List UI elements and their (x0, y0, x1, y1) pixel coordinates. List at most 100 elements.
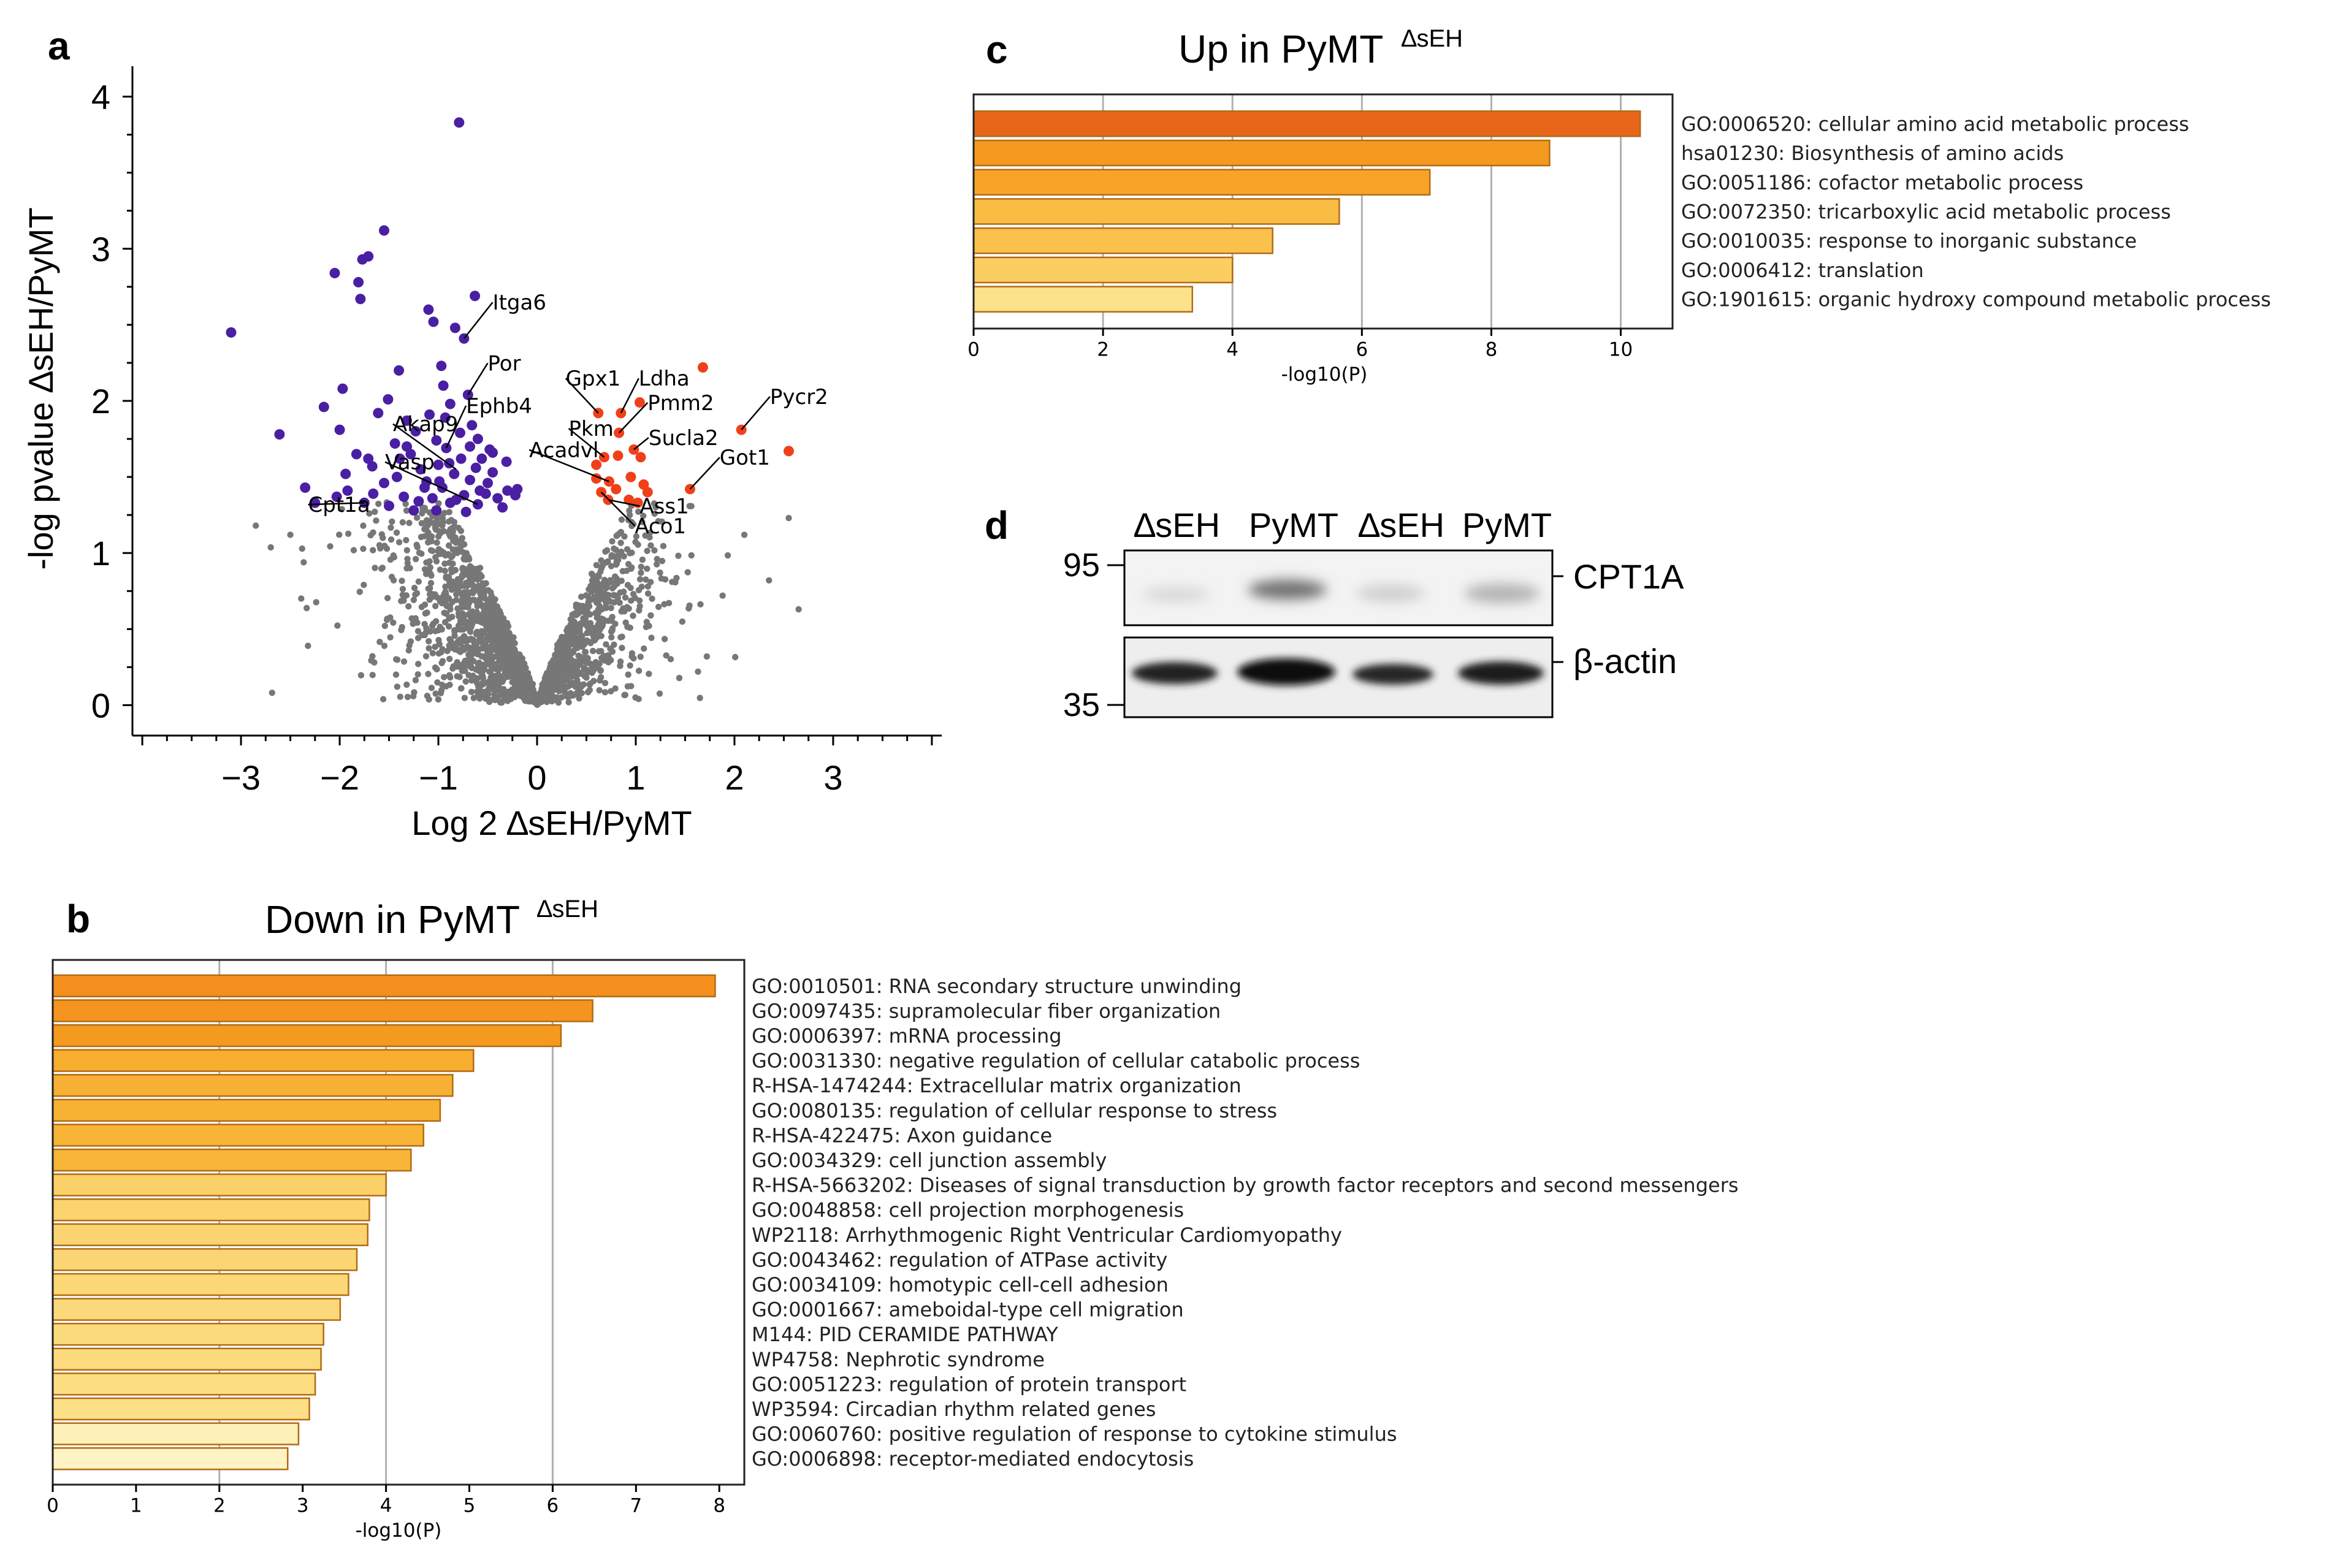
volcano-ns-point (395, 539, 403, 546)
volcano-ns-point (563, 674, 571, 680)
volcano-ns-point (589, 669, 595, 676)
volcano-down-point (465, 474, 476, 485)
volcano-ns-point (394, 683, 401, 690)
volcano-down-point (438, 380, 449, 391)
volcano-down-point (423, 304, 434, 315)
volcano-ns-point (428, 572, 435, 579)
volcano-ns-point (630, 655, 637, 662)
volcano-ns-point (497, 664, 503, 671)
volcano-ns-point (626, 507, 633, 514)
volcano-ns-point (658, 558, 666, 565)
volcano-ns-point (632, 694, 639, 701)
bar-category-label: GO:0001667: ameboidal-type cell migratio… (752, 1298, 1184, 1322)
volcano-annotation-label: Pmm2 (647, 391, 714, 416)
volcano-ns-point (387, 536, 395, 543)
volcano-ns-point (685, 605, 692, 612)
volcano-ns-point (610, 592, 617, 599)
volcano-ns-point (457, 582, 464, 588)
bar-category-label: WP2118: Arrhythmogenic Right Ventricular… (752, 1224, 1342, 1247)
volcano-ns-point (617, 539, 624, 546)
volcano-ns-point (430, 593, 437, 600)
volcano-ns-point (584, 607, 590, 615)
volcano-ns-point (785, 514, 792, 522)
volcano-ns-point (313, 599, 319, 606)
volcano-annotation-leader (608, 499, 640, 507)
volcano-down-point (512, 484, 523, 495)
volcano-ns-point (646, 671, 652, 677)
volcano-down-point (337, 383, 348, 394)
volcano-ns-point (465, 672, 472, 679)
bar-2 (52, 999, 593, 1022)
volcano-ns-point (425, 671, 432, 677)
volcano-down-point (378, 225, 389, 236)
volcano-ns-point (442, 588, 449, 595)
volcano-ns-point (406, 519, 413, 527)
volcano-ns-point (457, 685, 465, 692)
blot-lane-label-1: ∆sEH (1134, 506, 1220, 544)
panel-letter-c: c (986, 28, 1008, 72)
volcano-ns-point (505, 653, 512, 660)
volcano-down-point (436, 360, 447, 371)
volcano-ns-point (387, 634, 394, 641)
volcano-down-point (497, 502, 508, 513)
volcano-ns-point (391, 554, 398, 561)
volcano-down-point (351, 449, 362, 460)
volcano-up-point (634, 397, 645, 408)
volcano-ns-point (476, 695, 483, 702)
bar-15 (52, 1322, 324, 1346)
volcano-ns-point (540, 685, 547, 691)
volcano-ns-point (435, 696, 442, 703)
volcano-ns-point (458, 639, 465, 645)
volcano-ns-point (521, 671, 528, 677)
volcano-ns-point (381, 642, 388, 649)
volcano-annotation-label: Itga6 (493, 291, 546, 315)
volcano-ns-point (360, 522, 367, 529)
volcano-ns-point (299, 545, 305, 552)
volcano-ns-point (390, 619, 397, 626)
bar-category-label: GO:0010501: RNA secondary structure unwi… (752, 975, 1242, 998)
volcano-ns-point (462, 678, 469, 685)
bar-category-label: GO:0010035: response to inorganic substa… (1681, 229, 2137, 253)
volcano-ns-point (444, 647, 451, 655)
volcano-ns-point (503, 623, 511, 630)
volcano-ns-point (589, 577, 596, 584)
volcano-annotation-leader (384, 461, 478, 505)
volcano-ns-point (644, 583, 652, 590)
volcano-ns-point (451, 641, 458, 648)
volcano-down-point (373, 408, 384, 419)
volcano-ns-point (455, 524, 462, 531)
volcano-ns-point (619, 644, 625, 652)
volcano-annotation-label: Sucla2 (649, 426, 719, 451)
volcano-ns-point (650, 500, 658, 507)
volcano-ns-point (438, 687, 445, 694)
volcano-annotation-leader (528, 449, 609, 482)
cpt1a-band-4 (1464, 584, 1540, 603)
volcano-ns-point (644, 547, 650, 554)
volcano-ns-point (446, 518, 452, 525)
volcano-annotation-leader (620, 378, 639, 414)
bar-frame (972, 93, 1674, 330)
volcano-ns-point (416, 549, 423, 557)
volcano-ns-point (624, 546, 631, 553)
volcano-ns-point (541, 677, 548, 684)
volcano-ns-point (520, 679, 527, 686)
volcano-ns-point (719, 592, 726, 599)
bar-x-tick-label: 8 (713, 1495, 725, 1517)
volcano-ns-point (675, 552, 682, 559)
volcano-ns-point (646, 622, 652, 630)
volcano-ns-point (578, 593, 585, 600)
volcano-ns-point (522, 664, 529, 671)
volcano-ns-point (403, 507, 410, 514)
volcano-ns-point (504, 689, 511, 696)
bar-category-label: GO:0051223: regulation of protein transp… (752, 1372, 1186, 1396)
volcano-down-point (342, 485, 353, 496)
volcano-ns-point (649, 595, 655, 602)
volcano-ns-point (380, 696, 387, 702)
bar-x-tick-label: 0 (967, 339, 980, 361)
volcano-ns-point (590, 677, 597, 685)
volcano-ns-point (441, 560, 448, 567)
volcano-ns-point (305, 642, 311, 649)
volcano-y-tick-label: 3 (91, 230, 110, 268)
volcano-ns-point (269, 689, 275, 696)
